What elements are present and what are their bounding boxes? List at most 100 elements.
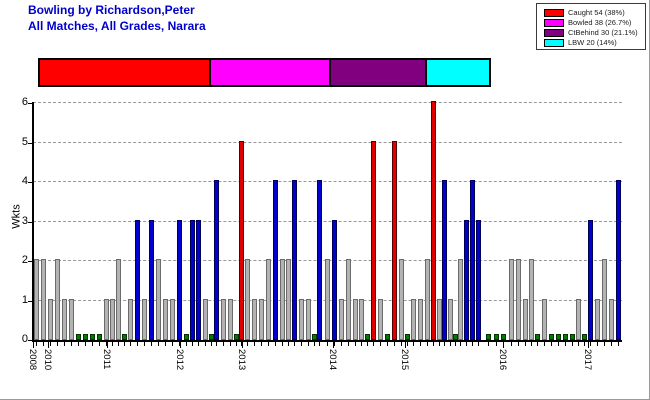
bar: [83, 334, 88, 340]
x-major-tick-2013: [242, 342, 243, 348]
x-minor-tick: [511, 342, 512, 346]
x-minor-tick: [478, 342, 479, 346]
bar: [110, 299, 115, 340]
bar: [292, 180, 297, 340]
bar: [128, 299, 133, 340]
bar: [273, 180, 278, 340]
x-minor-tick: [308, 342, 309, 346]
bar: [41, 259, 46, 340]
x-minor-tick: [401, 342, 402, 346]
bar: [602, 259, 607, 340]
x-minor-tick: [427, 342, 428, 346]
x-minor-tick: [444, 342, 445, 346]
bar: [76, 334, 81, 340]
x-minor-tick: [85, 342, 86, 346]
bar: [418, 299, 423, 340]
x-minor-tick: [496, 342, 497, 346]
x-year-label-2015: 2015: [399, 349, 410, 371]
x-minor-tick: [597, 342, 598, 346]
bar: [411, 299, 416, 340]
x-minor-tick: [144, 342, 145, 346]
x-minor-tick: [439, 342, 440, 346]
x-minor-tick: [314, 342, 315, 346]
bar: [365, 334, 370, 340]
bar: [90, 334, 95, 340]
x-minor-tick: [165, 342, 166, 346]
x-minor-tick: [158, 342, 159, 346]
page-title: Bowling by Richardson,Peter: [28, 3, 195, 17]
bar: [494, 334, 499, 340]
bar: [464, 220, 469, 340]
x-minor-tick: [247, 342, 248, 346]
x-minor-tick: [518, 342, 519, 346]
x-year-label-2012: 2012: [174, 349, 185, 371]
distribution-segment-caught: [40, 60, 211, 85]
x-minor-tick: [455, 342, 456, 346]
bar: [149, 220, 154, 340]
bar: [156, 259, 161, 340]
x-minor-tick: [525, 342, 526, 346]
y-tick-5: [28, 142, 33, 144]
bar: [299, 299, 304, 340]
x-minor-tick: [488, 342, 489, 346]
bar: [325, 259, 330, 340]
x-minor-tick: [387, 342, 388, 346]
x-minor-tick: [294, 342, 295, 346]
bar: [542, 299, 547, 340]
bar: [239, 141, 244, 340]
y-tick-label-5: 5: [21, 135, 28, 148]
x-minor-tick: [565, 342, 566, 346]
distribution-segment-bowled: [210, 60, 332, 85]
y-tick-4: [28, 182, 33, 183]
bar: [582, 334, 587, 340]
x-major-tick-2008: [33, 342, 34, 348]
x-minor-tick: [106, 342, 107, 346]
legend-item-lbw: LBW 20 (14%): [544, 38, 645, 48]
x-minor-tick: [590, 342, 591, 346]
x-minor-tick: [230, 342, 231, 346]
y-tick-label-1: 1: [21, 293, 28, 306]
x-minor-tick: [92, 342, 93, 346]
y-tick-label-4: 4: [21, 175, 28, 187]
y-tick-6: [28, 103, 33, 104]
y-tick-label-0: 0: [21, 333, 28, 345]
legend-label: Bowled 38 (26.7%): [568, 18, 632, 27]
x-major-tick-2010: [48, 342, 49, 348]
x-minor-tick: [472, 342, 473, 346]
x-minor-tick: [288, 342, 289, 346]
bar: [563, 334, 568, 340]
bar: [170, 299, 175, 340]
bar: [448, 299, 453, 340]
bar: [346, 259, 351, 340]
bar: [332, 220, 337, 340]
legend-label: CtBehind 30 (21.1%): [568, 28, 638, 37]
bar: [317, 180, 322, 340]
bar: [252, 299, 257, 340]
bar: [509, 259, 514, 340]
bar: [453, 334, 458, 340]
bar: [516, 259, 521, 340]
x-minor-tick: [223, 342, 224, 346]
x-minor-tick: [57, 342, 58, 346]
bar: [425, 259, 430, 340]
x-minor-tick: [572, 342, 573, 346]
bar: [392, 141, 397, 340]
y-tick-1: [28, 300, 33, 302]
x-minor-tick: [71, 342, 72, 346]
x-minor-tick: [544, 342, 545, 346]
x-minor-tick: [137, 342, 138, 346]
x-minor-tick: [327, 342, 328, 346]
x-major-tick-2012: [180, 342, 181, 348]
bar: [523, 299, 528, 340]
y-tick-label-3: 3: [21, 214, 28, 227]
bar: [55, 259, 60, 340]
bar: [190, 220, 195, 340]
bar: [576, 299, 581, 340]
x-axis-line: [32, 340, 622, 342]
gridline-y5: [33, 141, 622, 143]
bar: [609, 299, 614, 340]
y-tick-2: [28, 261, 33, 262]
bar: [442, 180, 447, 340]
bar: [259, 299, 264, 340]
legend-item-caught: Caught 54 (38%): [544, 8, 645, 18]
